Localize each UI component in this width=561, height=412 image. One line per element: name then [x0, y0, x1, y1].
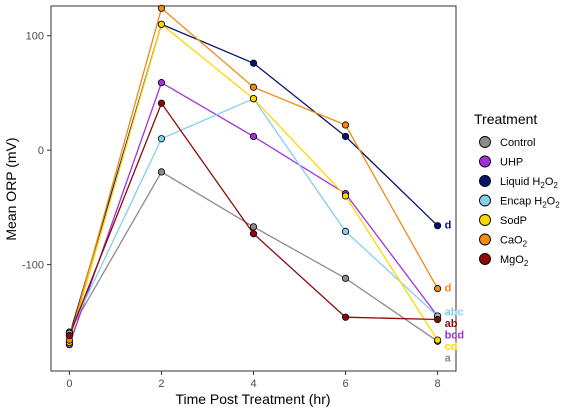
- significance-letter: a: [445, 352, 452, 364]
- significance-letter: d: [445, 220, 452, 232]
- significance-letter: d: [445, 282, 452, 294]
- data-point: [65, 331, 74, 340]
- data-point: [433, 336, 442, 344]
- legend-title: Treatment: [474, 111, 537, 127]
- plot-panel: [50, 5, 457, 372]
- legend-key: [479, 155, 491, 168]
- legend-label: SodP: [500, 215, 527, 227]
- data-point: [157, 20, 166, 28]
- significance-letter: cd: [445, 341, 458, 353]
- y-tick-label: 0: [38, 145, 44, 157]
- data-point: [249, 59, 258, 67]
- legend-key: [479, 136, 491, 148]
- data-point: [433, 222, 442, 230]
- legend-label: Control: [500, 137, 535, 149]
- data-point: [433, 315, 442, 324]
- data-point: [157, 135, 166, 143]
- legend: Treatment Control UHP Liquid H2O2 Encap H2O…: [474, 111, 560, 268]
- data-point: [341, 313, 350, 321]
- data-point: [157, 4, 166, 12]
- significance-letters: a bcd d abc cd d ab: [445, 220, 465, 365]
- x-tick-label: 4: [250, 378, 256, 390]
- data-point: [249, 83, 258, 91]
- x-axis: 0 2 4 6 8: [66, 371, 441, 390]
- y-axis: -100 0 100: [22, 31, 51, 272]
- legend-key: [479, 214, 491, 226]
- data-point: [341, 227, 350, 236]
- data-point: [433, 285, 442, 293]
- significance-letter: abc: [445, 307, 464, 319]
- y-tick-label: -100: [22, 260, 44, 272]
- legend-label: Liquid H2O2: [500, 176, 558, 190]
- significance-letter: bcd: [445, 329, 465, 341]
- legend-key: [479, 175, 491, 187]
- significance-letter: ab: [445, 318, 458, 330]
- series-points: [65, 4, 442, 349]
- x-tick-label: 2: [158, 378, 164, 390]
- legend-label: CaO2: [500, 235, 528, 249]
- legend-label: MgO2: [500, 254, 529, 268]
- legend-label: Encap H2O2: [500, 196, 560, 210]
- data-point: [157, 99, 166, 107]
- data-point: [341, 121, 350, 129]
- data-point: [341, 192, 350, 200]
- x-tick-label: 6: [342, 378, 348, 390]
- data-point: [157, 79, 166, 87]
- data-point: [249, 223, 258, 231]
- data-point: [249, 95, 258, 103]
- data-point: [249, 230, 258, 238]
- data-point: [249, 132, 258, 141]
- data-point: [341, 274, 350, 282]
- data-point: [341, 132, 350, 141]
- y-tick-label: 100: [26, 31, 44, 43]
- legend-key: [479, 253, 491, 265]
- x-tick-label: 8: [435, 378, 441, 390]
- x-tick-label: 0: [66, 378, 72, 390]
- legend-key: [479, 194, 491, 207]
- y-axis-title: Mean ORP (mV): [3, 137, 19, 240]
- data-point: [157, 168, 166, 176]
- legend-key: [479, 233, 491, 246]
- legend-label: UHP: [500, 157, 523, 169]
- x-axis-title: Time Post Treatment (hr): [175, 391, 330, 407]
